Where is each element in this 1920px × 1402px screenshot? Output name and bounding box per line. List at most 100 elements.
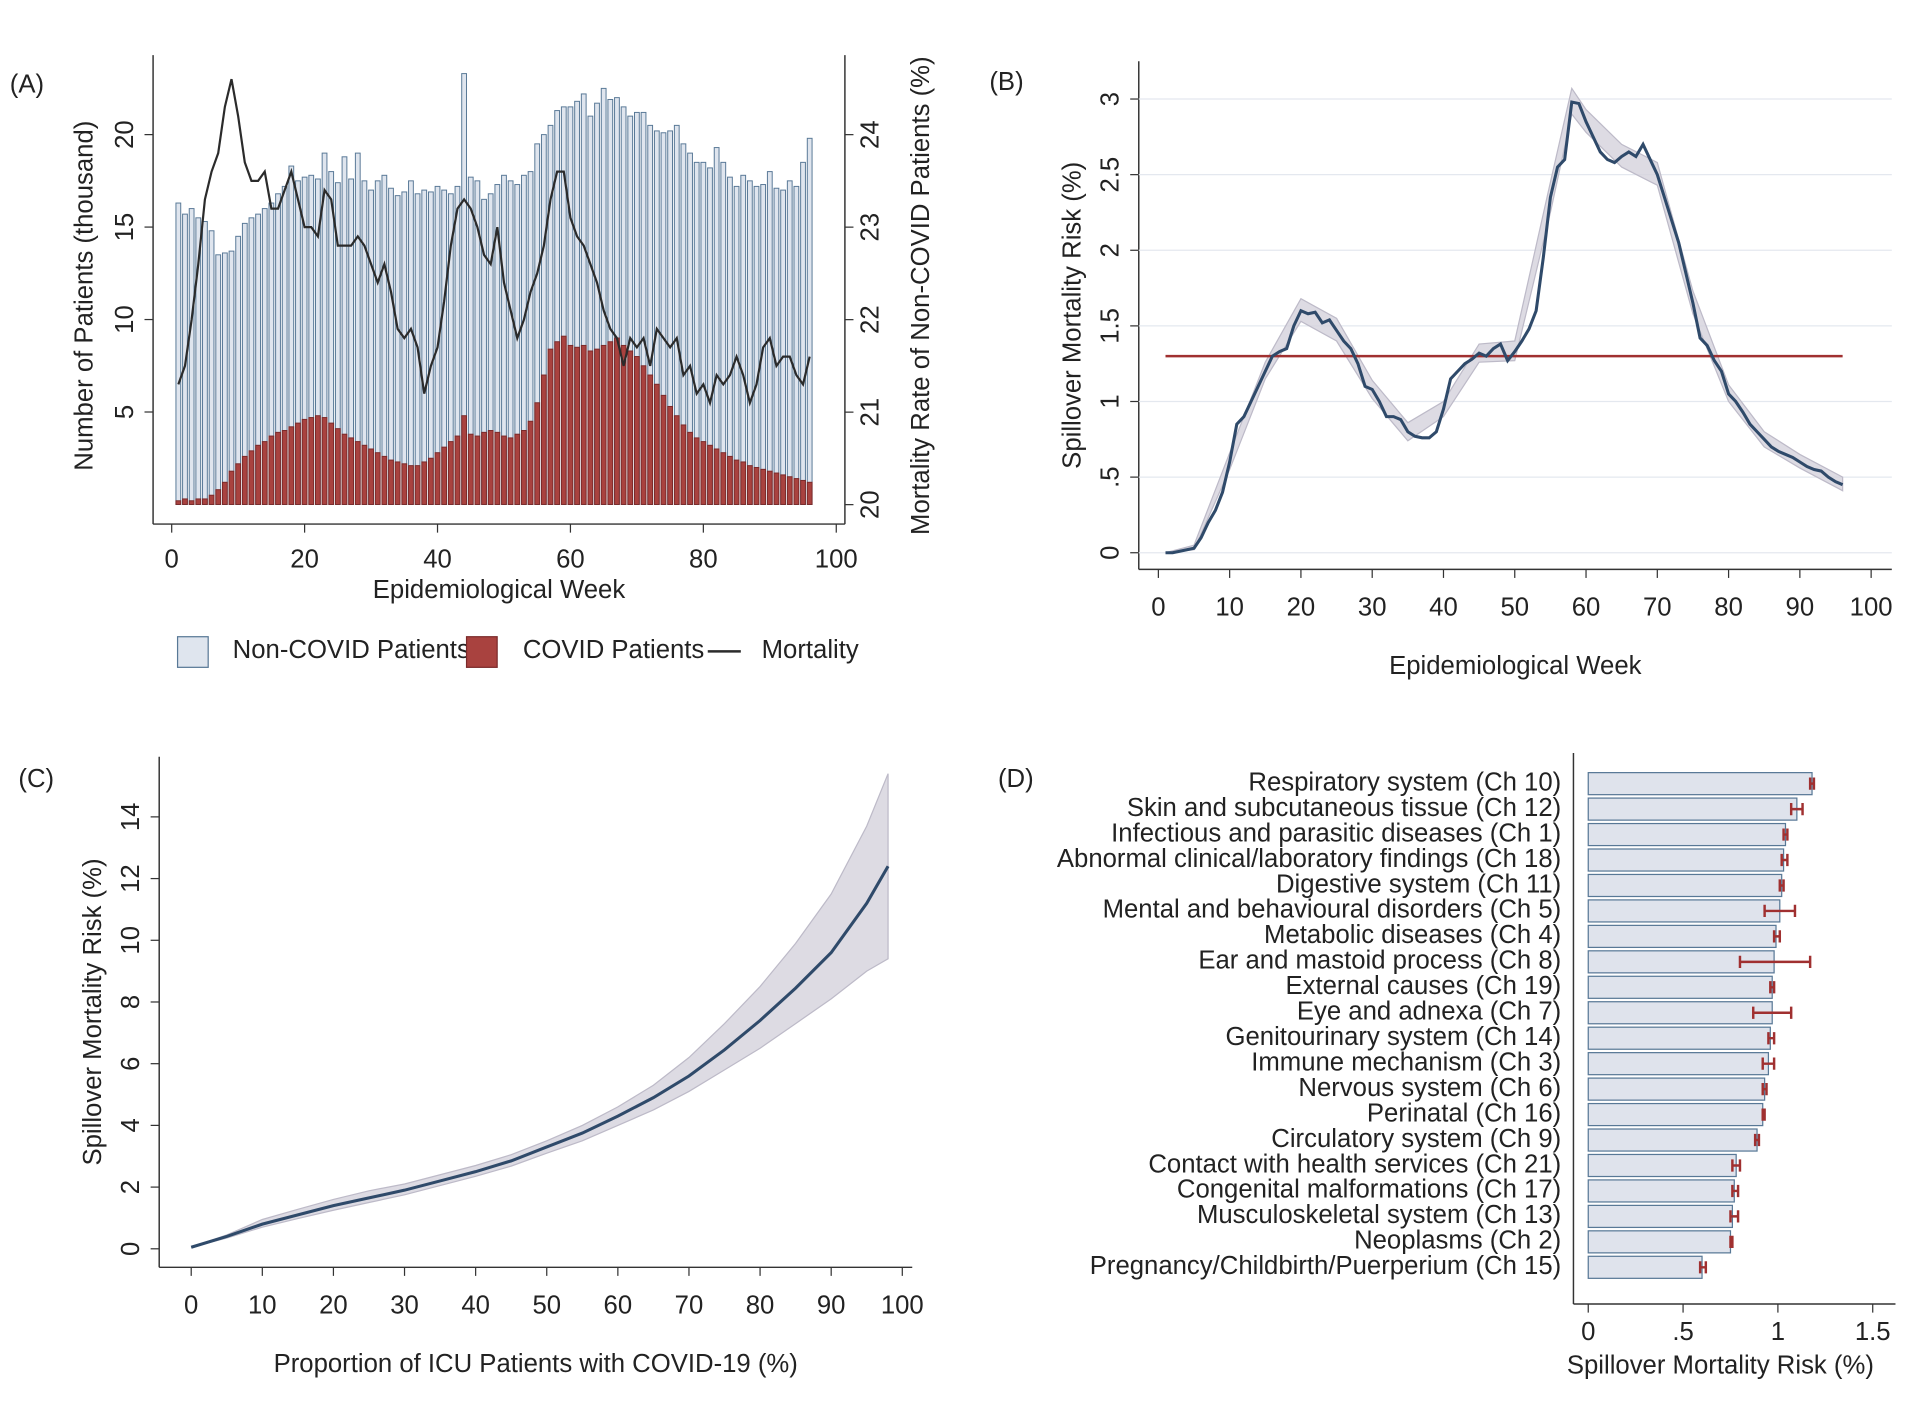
x-axis-title: Epidemiological Week (1389, 652, 1642, 680)
bar (1587, 772, 1813, 796)
y-tick-label: 2.5 (1097, 157, 1125, 193)
bar (713, 448, 720, 505)
bar (773, 472, 780, 505)
y-tick-label: 3 (1097, 92, 1125, 106)
category-label: Infectious and parasitic diseases (Ch 1) (1111, 819, 1561, 847)
error-bar (1753, 1133, 1761, 1147)
bar (1587, 1179, 1735, 1203)
bar (740, 174, 747, 505)
x-tick-label: 60 (556, 546, 585, 574)
bar (295, 422, 301, 505)
bar (195, 498, 202, 505)
bar (753, 466, 760, 505)
x-tick-label: 100 (1850, 593, 1893, 621)
bar (786, 476, 793, 505)
bar (647, 374, 654, 505)
bar (1587, 1153, 1737, 1178)
y-tick-label: 12 (117, 864, 145, 893)
y-tick-label: 2 (1097, 243, 1125, 257)
error-bar (1731, 1184, 1740, 1198)
bar (208, 230, 215, 505)
category-label: Immune mechanism (Ch 3) (1251, 1048, 1561, 1076)
error-bar (1780, 853, 1789, 867)
panel-label: (A) (10, 71, 44, 99)
bar (228, 470, 235, 505)
x-tick-label: 30 (1358, 593, 1387, 621)
bar (707, 444, 713, 505)
panel-label: (D) (998, 765, 1034, 793)
bar (534, 402, 541, 505)
x-tick-label: 40 (461, 1291, 490, 1319)
y-tick-label: .5 (1097, 466, 1125, 487)
bar (660, 394, 667, 505)
bar (673, 415, 680, 505)
bar (248, 450, 255, 505)
error-bar (1769, 981, 1776, 994)
bar (494, 431, 501, 505)
bar (381, 455, 388, 505)
legend-key (176, 636, 209, 668)
y-axis-title: Spillover Mortality Risk (%) (1059, 162, 1087, 469)
bar (501, 435, 507, 505)
panel-label: (C) (18, 765, 54, 793)
bar (806, 481, 813, 505)
bar (408, 465, 414, 505)
line (1165, 100, 1844, 555)
y-tick-label: 24 (857, 120, 885, 149)
bar (334, 428, 341, 505)
category-label: Skin and subcutaneous tissue (Ch 12) (1127, 794, 1561, 822)
x-axis-title: Proportion of ICU Patients with COVID-19… (274, 1350, 798, 1378)
x-tick-label: .5 (1672, 1318, 1693, 1346)
bar (1587, 1255, 1703, 1279)
category-label: Mental and behavioural disorders (Ch 5) (1103, 896, 1562, 924)
category-label: Circulatory system (Ch 9) (1271, 1125, 1561, 1153)
bar (720, 452, 727, 505)
error-bar (1761, 1057, 1776, 1070)
bar (560, 335, 567, 505)
bar (221, 252, 228, 505)
error-bar (1808, 777, 1816, 790)
bar (208, 494, 215, 505)
panel-label: (B) (989, 68, 1023, 96)
bar (228, 250, 235, 505)
bar (687, 431, 693, 505)
error-bar (1767, 1032, 1776, 1045)
error-bar (1782, 828, 1789, 841)
bar (188, 500, 195, 505)
bar (780, 474, 786, 505)
bar (700, 441, 707, 505)
bar (401, 463, 408, 505)
bar (1587, 899, 1781, 923)
category-label: Abnormal clinical/laboratory findings (C… (1057, 845, 1561, 873)
y-tick-label: 2 (117, 1180, 145, 1194)
bar (1587, 1001, 1773, 1025)
y-tick-label: 22 (857, 305, 885, 334)
bar (527, 420, 534, 505)
bar (793, 478, 800, 505)
bar (188, 208, 195, 505)
bar (733, 185, 740, 505)
category-label: Ear and mastoid process (Ch 8) (1198, 947, 1561, 975)
bar (215, 254, 222, 505)
bar (521, 430, 527, 505)
bar (1587, 1077, 1766, 1101)
y-tick-label: 0 (117, 1242, 145, 1256)
bar (786, 180, 793, 505)
y-tick-label: 23 (857, 213, 885, 242)
line (190, 865, 890, 1249)
category-label: Pregnancy/Childbirth/Puerperium (Ch 15) (1090, 1252, 1561, 1280)
bar (574, 346, 580, 505)
x-tick-label: 10 (1215, 593, 1244, 621)
bar (427, 457, 434, 505)
legend-key (465, 636, 498, 668)
bar (727, 455, 733, 505)
x-tick-label: 80 (1714, 593, 1743, 621)
bar (727, 176, 733, 505)
x-tick-label: 40 (423, 546, 452, 574)
confidence-band (1165, 86, 1844, 554)
y-tick-label: 6 (117, 1057, 145, 1071)
error-bar (1778, 879, 1785, 892)
bar (474, 435, 481, 505)
